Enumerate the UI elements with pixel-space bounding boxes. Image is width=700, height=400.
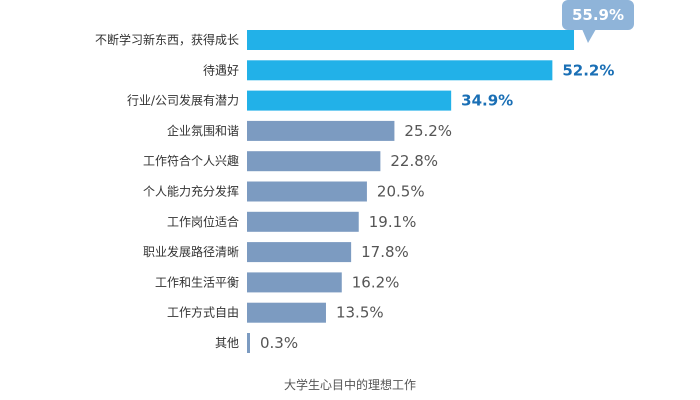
- value-label: 17.8%: [361, 243, 409, 261]
- bar: [247, 120, 395, 141]
- category-label: 工作和生活平衡: [155, 275, 239, 289]
- category-label: 行业/公司发展有潜力: [127, 93, 239, 108]
- value-label: 20.5%: [377, 183, 425, 201]
- bar: [247, 151, 381, 172]
- bar: [247, 272, 342, 293]
- value-label: 25.2%: [404, 122, 452, 140]
- bar: [247, 211, 359, 232]
- bar: [247, 302, 326, 323]
- category-label: 待遇好: [203, 63, 239, 77]
- callout-box: [562, 0, 634, 30]
- callout-bubble: 55.9%: [562, 0, 634, 43]
- value-label: 19.1%: [369, 213, 417, 231]
- bar: [247, 90, 452, 111]
- value-label: 16.2%: [352, 273, 400, 291]
- bar: [247, 30, 575, 50]
- category-label: 工作方式自由: [167, 305, 239, 320]
- category-label: 其他: [215, 336, 239, 350]
- category-label: 职业发展路径清晰: [143, 244, 239, 259]
- bar: [247, 242, 352, 263]
- callout-value-label: 55.9%: [572, 6, 624, 24]
- value-label: 0.3%: [260, 334, 298, 352]
- callout-pointer: [582, 29, 596, 43]
- bar: [247, 181, 367, 202]
- value-label: 22.8%: [390, 152, 438, 170]
- bar: [247, 333, 250, 353]
- category-label: 企业氛围和谐: [167, 123, 239, 138]
- value-label: 52.2%: [562, 61, 614, 79]
- value-label: 13.5%: [336, 304, 384, 322]
- category-label: 不断学习新东西，获得成长: [95, 32, 239, 47]
- value-label: 34.9%: [461, 92, 513, 110]
- chart-caption: 大学生心目中的理想工作: [284, 377, 416, 392]
- bar: [247, 60, 553, 81]
- category-label: 个人能力充分发挥: [143, 184, 239, 199]
- category-label: 工作岗位适合: [167, 214, 239, 229]
- category-label: 工作符合个人兴趣: [143, 153, 239, 168]
